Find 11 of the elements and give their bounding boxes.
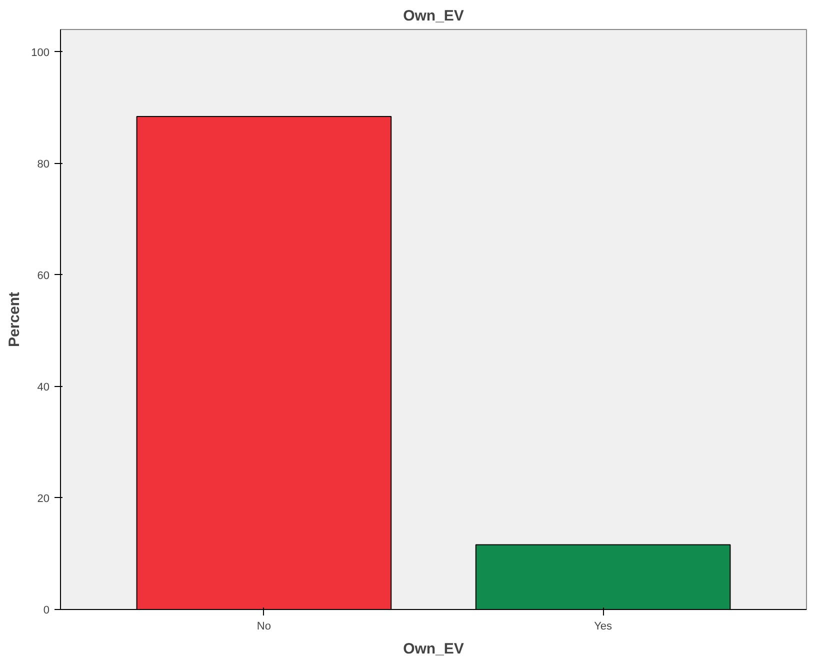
x-tick-label: Yes <box>594 620 613 632</box>
chart-title: Own_EV <box>403 8 464 24</box>
y-tick-label: 20 <box>37 492 50 505</box>
y-axis-title: Percent <box>6 292 24 348</box>
y-tick-label: 40 <box>37 381 50 394</box>
y-tick-label: 0 <box>43 604 50 616</box>
x-tick-label: No <box>256 620 271 632</box>
y-tick-label: 60 <box>37 270 50 282</box>
y-tick-label: 80 <box>37 158 50 170</box>
x-axis-title: Own_EV <box>403 640 464 658</box>
y-tick-label: 100 <box>31 46 50 59</box>
